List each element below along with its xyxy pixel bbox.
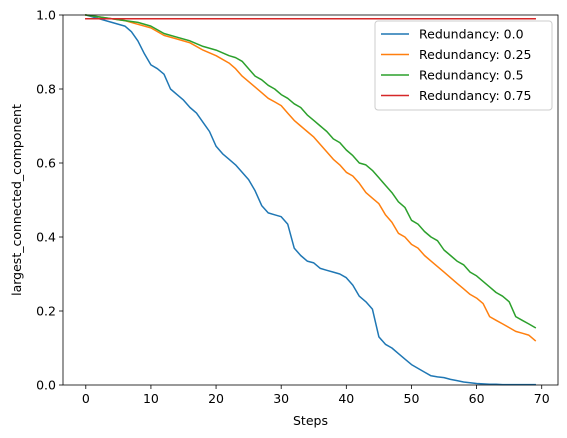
y-tick-label: 1.0: [36, 8, 56, 23]
y-tick-label: 0.2: [36, 304, 56, 319]
x-tick-label: 70: [534, 391, 550, 406]
series-line-0: [84, 14, 536, 386]
legend-label: Redundancy: 0.25: [419, 47, 532, 62]
series-line-2: [84, 14, 537, 329]
y-tick-label: 0.0: [36, 378, 56, 393]
legend-label: Redundancy: 0.75: [419, 88, 532, 103]
y-axis-label: largest_connected_component: [9, 104, 24, 296]
x-tick-label: 10: [143, 391, 159, 406]
y-tick-label: 0.8: [36, 82, 56, 97]
y-tick-label: 0.6: [36, 156, 56, 171]
legend: Redundancy: 0.0 Redundancy: 0.25 Redundanc…: [374, 20, 553, 111]
x-tick-label: 0: [82, 391, 90, 406]
x-tick-label: 20: [208, 391, 224, 406]
x-axis-label: Steps: [293, 413, 328, 428]
y-tick-label: 0.4: [36, 230, 56, 245]
plot-frame: [62, 14, 559, 386]
legend-label: Redundancy: 0.0: [419, 27, 524, 42]
x-tick-label: 40: [338, 391, 354, 406]
legend-box: [374, 20, 553, 111]
x-tick-label: 50: [404, 391, 420, 406]
series-line-1: [84, 14, 537, 342]
x-tick-label: 60: [469, 391, 485, 406]
y-axis-ticks: 0.0 0.2 0.4 0.6 0.8 1.0: [36, 8, 63, 393]
plot-lines: [84, 14, 537, 386]
legend-label: Redundancy: 0.5: [419, 68, 524, 83]
x-tick-label: 30: [273, 391, 289, 406]
x-axis-ticks: 0 10 20 30 40 50 60 70: [82, 385, 550, 406]
